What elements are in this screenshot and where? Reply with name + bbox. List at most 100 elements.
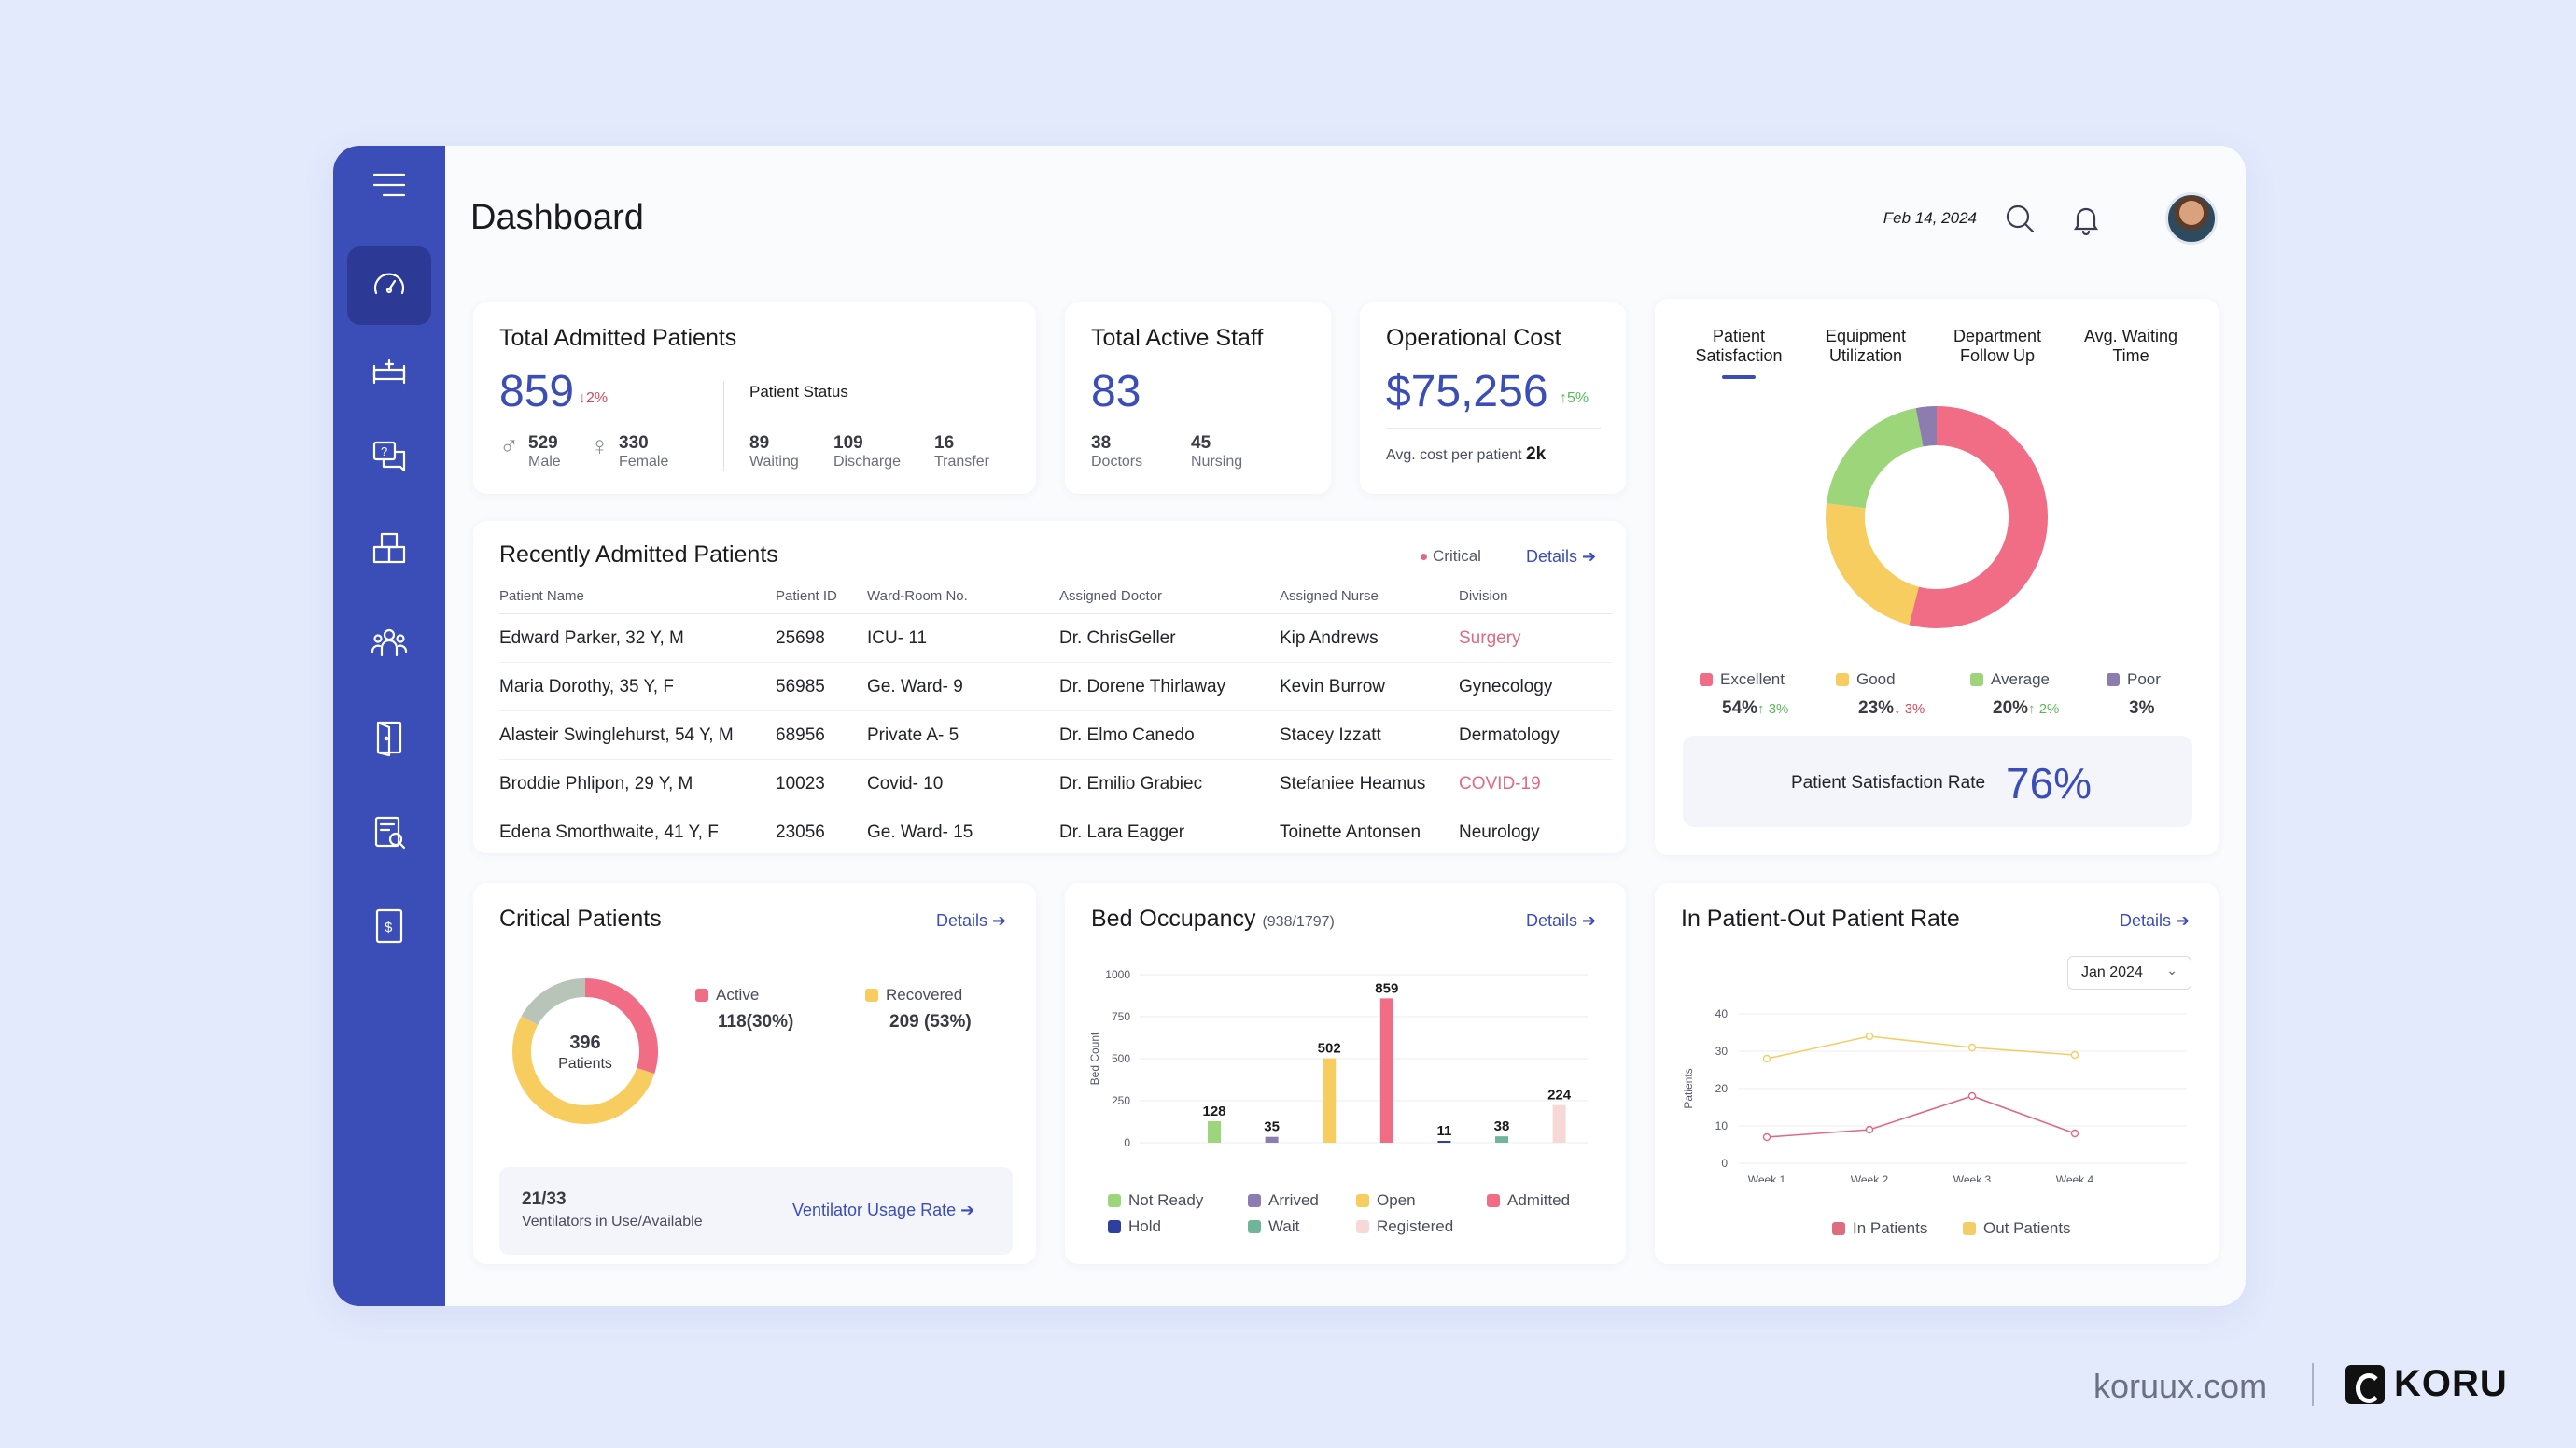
search-icon[interactable]: [2001, 200, 2040, 239]
table-cell: Covid- 10: [867, 759, 1059, 808]
bell-icon[interactable]: [2066, 200, 2106, 239]
report-icon[interactable]: [347, 794, 431, 872]
admitted-value: 859: [499, 367, 575, 416]
staff-card: Total Active Staff 83 38 Doctors 45 Nursin…: [1065, 302, 1331, 494]
discharge-stat: 109 Discharge: [833, 433, 902, 470]
billing-icon[interactable]: $: [347, 887, 431, 965]
brand-logo: KORU: [2345, 1363, 2508, 1405]
patient-status-title: Patient Status: [749, 383, 848, 401]
data-point: [2070, 1050, 2079, 1060]
bed-icon[interactable]: [347, 332, 431, 411]
table-row[interactable]: Edward Parker, 32 Y, M 25698 ICU- 11 Dr. Ch…: [499, 613, 1612, 663]
recovered-slice: [512, 1016, 655, 1124]
tab-avg-waiting-time[interactable]: Avg. Waiting Time: [2083, 327, 2178, 365]
boxes-icon[interactable]: [347, 510, 431, 588]
legend-value: 54%↑ 3%: [1722, 698, 1789, 718]
critical-details-link[interactable]: Details ➔: [936, 911, 1007, 930]
bar-value-label: 224: [1547, 1088, 1572, 1104]
table-cell: ICU- 11: [867, 613, 1059, 663]
footer-url[interactable]: koruux.com: [2093, 1367, 2268, 1405]
table-cell: Kevin Burrow: [1280, 662, 1459, 711]
cost-value: $75,256: [1386, 367, 1548, 416]
table-row[interactable]: Maria Dorothy, 35 Y, F 56985 Ge. Ward- 9 Dr…: [499, 662, 1612, 711]
column-header[interactable]: Patient ID: [776, 588, 867, 614]
waiting-stat: 89 Waiting: [749, 433, 799, 470]
table-cell: Ge. Ward- 9: [867, 662, 1059, 711]
month-select[interactable]: Jan 2024 ⌄: [2067, 956, 2191, 990]
critical-donut-center: 396 Patients: [558, 1033, 612, 1072]
poor-slice: [1915, 406, 1938, 447]
bar-not-ready: [1208, 1120, 1221, 1143]
footer-divider: [2312, 1363, 2314, 1406]
legend-item-in-patients: In Patients: [1832, 1219, 1927, 1238]
column-header[interactable]: Patient Name: [499, 588, 776, 614]
legend-item-wait: Wait: [1248, 1217, 1299, 1236]
table-row[interactable]: Alasteir Swinglehurst, 54 Y, M 68956 Priva…: [499, 710, 1612, 760]
satisfaction-rate-box: Patient Satisfaction Rate 76%: [1683, 736, 2192, 827]
table-cell: 25698: [776, 613, 867, 663]
transfer-stat: 16 Transfer: [934, 433, 989, 470]
critical-title: Critical Patients: [499, 906, 662, 932]
y-tick-label: 750: [1112, 1010, 1130, 1023]
table-body: Edward Parker, 32 Y, M 25698 ICU- 11 Dr. Ch…: [499, 613, 1612, 857]
bed-subtitle: (938/1797): [1262, 914, 1335, 930]
satisfaction-card: Patient Satisfaction Equipment Utilization…: [1655, 299, 2219, 855]
legend-label: Excellent: [1720, 670, 1785, 688]
bar-value-label: 128: [1202, 1104, 1225, 1119]
series-line-out-patients: [1766, 1035, 2076, 1060]
staff-icon[interactable]: [347, 603, 431, 682]
table-cell: Dr. Dorene Thirlaway: [1059, 662, 1280, 711]
ventilator-usage-link[interactable]: Ventilator Usage Rate ➔: [792, 1201, 975, 1219]
column-header[interactable]: Assigned Nurse: [1280, 588, 1459, 614]
brand-name: KORU: [2394, 1363, 2508, 1404]
legend-item-excellent: Excellent 54%↑ 3%: [1700, 670, 1788, 719]
bar-value-label: 859: [1375, 980, 1398, 996]
bar-value-label: 11: [1436, 1123, 1451, 1139]
legend-label: Poor: [2127, 670, 2161, 688]
bar-hold: [1437, 1141, 1451, 1143]
column-header[interactable]: Division: [1459, 588, 1612, 614]
active-value: 118(30%): [718, 1012, 794, 1032]
x-tick-label: Week 3: [1953, 1174, 1992, 1182]
average-slice: [1826, 408, 1925, 510]
recovered-value: 209 (53%): [889, 1012, 972, 1032]
patients-table: Patient Name Patient ID Ward-Room No. Assig…: [499, 588, 1612, 856]
admitted-title: Total Admitted Patients: [499, 325, 737, 351]
page-title: Dashboard: [470, 198, 644, 237]
series-line-in-patients: [1766, 1095, 2076, 1138]
menu-icon[interactable]: [347, 146, 431, 224]
inout-details-link[interactable]: Details ➔: [2120, 911, 2191, 930]
legend-value: 23%↓ 3%: [1858, 698, 1925, 718]
bar-open: [1323, 1058, 1337, 1143]
table-row[interactable]: Broddie Phlipon, 29 Y, M 10023 Covid- 10 Dr…: [499, 759, 1612, 808]
satisfaction-rate-label: Patient Satisfaction Rate: [1791, 773, 1986, 793]
ventilator-count: 21/33: [522, 1189, 567, 1209]
chat-icon[interactable]: ?: [347, 416, 431, 495]
recent-details-link[interactable]: Details ➔: [1526, 547, 1597, 566]
avatar[interactable]: [2165, 192, 2218, 245]
table-cell: Edward Parker, 32 Y, M: [499, 613, 776, 663]
tab-equipment-utilization[interactable]: Equipment Utilization: [1825, 327, 1907, 365]
table-cell: Neurology: [1459, 822, 1540, 842]
table-cell: Gynecology: [1459, 662, 1612, 711]
table-header-row: Patient Name Patient ID Ward-Room No. Assig…: [499, 588, 1612, 614]
column-header[interactable]: Ward-Room No.: [867, 588, 1059, 614]
chevron-down-icon: ⌄: [2166, 963, 2177, 977]
table-row[interactable]: Edena Smorthwaite, 41 Y, F 23056 Ge. Ward-…: [499, 808, 1612, 857]
door-icon[interactable]: [347, 698, 431, 777]
table-cell: Broddie Phlipon, 29 Y, M: [499, 759, 776, 808]
table-cell: Ge. Ward- 15: [867, 822, 973, 842]
legend-item-average: Average 20%↑ 2%: [1970, 670, 2059, 719]
staff-title: Total Active Staff: [1091, 325, 1264, 351]
bed-details-link[interactable]: Details ➔: [1526, 911, 1597, 930]
column-header[interactable]: Assigned Doctor: [1059, 588, 1280, 614]
tab-patient-satisfaction[interactable]: Patient Satisfaction: [1673, 327, 1804, 379]
table-cell: Dr. ChrisGeller: [1059, 613, 1280, 663]
y-tick-label: 40: [1715, 1007, 1729, 1020]
tab-department-follow-up[interactable]: Department Follow Up: [1953, 327, 2042, 365]
legend-label: Good: [1856, 670, 1896, 688]
nursing-stat: 45 Nursing: [1191, 433, 1243, 470]
legend-item-arrived: Arrived: [1248, 1191, 1319, 1210]
bar-value-label: 38: [1494, 1118, 1510, 1134]
speedometer-icon[interactable]: [347, 246, 431, 325]
